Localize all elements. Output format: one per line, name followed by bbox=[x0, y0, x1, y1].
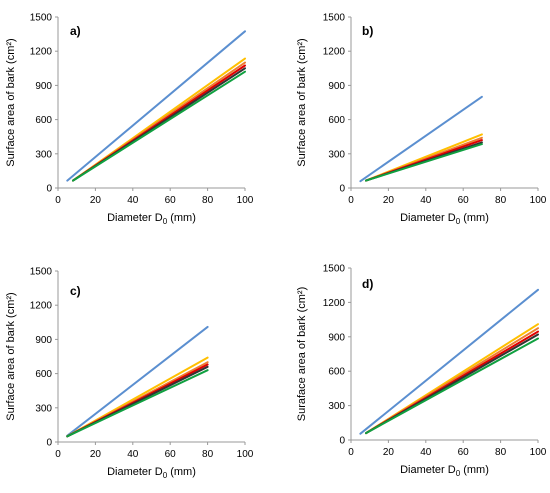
y-tick-label: 600 bbox=[328, 367, 345, 378]
x-axis-label-main: Diameter D bbox=[107, 466, 163, 478]
x-axis-label-main: Diameter D bbox=[400, 212, 456, 224]
y-tick-label: 1200 bbox=[30, 301, 53, 312]
y-axis-label: Surface area of bark (cm²) bbox=[5, 38, 17, 166]
x-tick-label: 80 bbox=[202, 195, 214, 206]
y-tick-label: 900 bbox=[328, 81, 345, 92]
y-axis-label: Suraface area of bark (cm²) bbox=[296, 287, 308, 422]
x-tick-label: 60 bbox=[458, 195, 470, 206]
y-tick-label: 1500 bbox=[323, 264, 346, 275]
series-line-green bbox=[365, 143, 483, 182]
x-tick-label: 20 bbox=[90, 449, 102, 460]
y-tick-label: 600 bbox=[328, 115, 345, 126]
series-line-green bbox=[66, 369, 209, 438]
x-tick-label: 60 bbox=[165, 449, 177, 460]
x-tick-label: 80 bbox=[202, 449, 214, 460]
chart-panel-c: 0 300 600 900 1200 1500 0 20 40 60 80 100 c) Diameter… bbox=[5, 267, 254, 481]
panel-label: b) bbox=[362, 24, 373, 38]
x-tick-label: 40 bbox=[127, 195, 139, 206]
x-tick-label: 0 bbox=[348, 447, 354, 458]
chart-panel-a: 0 300 600 900 1200 1500 0 20 40 60 80 100 a) Diameter… bbox=[5, 13, 254, 227]
x-axis-label-unit: (mm) bbox=[460, 464, 489, 476]
x-axis-label-subscript: 0 bbox=[456, 217, 461, 226]
y-tick-label: 0 bbox=[46, 438, 52, 449]
x-tick-label: 0 bbox=[55, 195, 61, 206]
x-tick-label: 60 bbox=[165, 195, 177, 206]
x-tick-label: 100 bbox=[237, 195, 254, 206]
x-axis-label: Diameter D0 (mm) bbox=[400, 464, 489, 478]
chart-panel-d: 0 300 600 900 1200 1500 0 20 40 60 80 100 d) Diameter… bbox=[296, 264, 547, 479]
y-tick-label: 0 bbox=[339, 436, 345, 447]
x-tick-label: 100 bbox=[530, 447, 547, 458]
series-line-blue bbox=[66, 325, 209, 437]
y-tick-label: 300 bbox=[35, 403, 52, 414]
x-tick-label: 60 bbox=[458, 447, 470, 458]
x-tick-label: 20 bbox=[383, 447, 395, 458]
x-axis-label-unit: (mm) bbox=[167, 212, 196, 224]
x-axis-label-unit: (mm) bbox=[167, 466, 196, 478]
x-tick-label: 40 bbox=[127, 449, 139, 460]
chart-panel-b: 0 300 600 900 1200 1500 0 20 40 60 80 100 b) Diameter… bbox=[296, 13, 547, 227]
y-tick-label: 600 bbox=[35, 115, 52, 126]
x-tick-label: 100 bbox=[530, 195, 547, 206]
x-tick-label: 80 bbox=[495, 195, 507, 206]
x-tick-label: 0 bbox=[55, 449, 61, 460]
y-tick-label: 300 bbox=[35, 149, 52, 160]
y-tick-label: 1500 bbox=[30, 13, 53, 24]
y-tick-label: 900 bbox=[35, 335, 52, 346]
panel-label: a) bbox=[70, 24, 81, 38]
series-line-green bbox=[72, 70, 246, 182]
x-axis-label-subscript: 0 bbox=[456, 469, 461, 478]
x-axis-label: Diameter D0 (mm) bbox=[107, 212, 196, 226]
y-tick-label: 1200 bbox=[323, 47, 346, 58]
y-tick-label: 0 bbox=[339, 184, 345, 195]
x-axis-label-main: Diameter D bbox=[107, 212, 163, 224]
y-tick-label: 300 bbox=[328, 149, 345, 160]
panel-label: c) bbox=[70, 284, 81, 298]
x-tick-label: 0 bbox=[348, 195, 354, 206]
series-line-blue bbox=[359, 95, 483, 183]
x-axis-label-subscript: 0 bbox=[163, 217, 168, 226]
x-tick-label: 40 bbox=[420, 447, 432, 458]
y-tick-label: 0 bbox=[46, 184, 52, 195]
x-tick-label: 20 bbox=[383, 195, 395, 206]
y-tick-label: 1200 bbox=[30, 47, 53, 58]
x-tick-label: 100 bbox=[237, 449, 254, 460]
y-tick-label: 300 bbox=[328, 401, 345, 412]
y-axis-label: Surface area of bark (cm²) bbox=[5, 292, 17, 420]
x-axis-label-subscript: 0 bbox=[163, 471, 168, 480]
y-tick-label: 1200 bbox=[323, 298, 346, 309]
y-tick-label: 900 bbox=[328, 332, 345, 343]
y-tick-label: 1500 bbox=[323, 13, 346, 24]
y-tick-label: 1500 bbox=[30, 267, 53, 278]
x-axis-label: Diameter D0 (mm) bbox=[107, 466, 196, 480]
y-tick-label: 900 bbox=[35, 81, 52, 92]
y-tick-label: 600 bbox=[35, 369, 52, 380]
y-axis-label: Surface area of bark (cm²) bbox=[296, 38, 308, 166]
panel-label: d) bbox=[362, 277, 373, 291]
x-axis-label-unit: (mm) bbox=[460, 212, 489, 224]
x-axis-label-main: Diameter D bbox=[400, 464, 456, 476]
series-line-blue bbox=[66, 30, 246, 182]
x-axis-label: Diameter D0 (mm) bbox=[400, 212, 489, 226]
series-line-blue bbox=[359, 288, 539, 435]
x-tick-label: 40 bbox=[420, 195, 432, 206]
x-tick-label: 20 bbox=[90, 195, 102, 206]
series-line-green bbox=[365, 337, 539, 435]
x-tick-label: 80 bbox=[495, 447, 507, 458]
